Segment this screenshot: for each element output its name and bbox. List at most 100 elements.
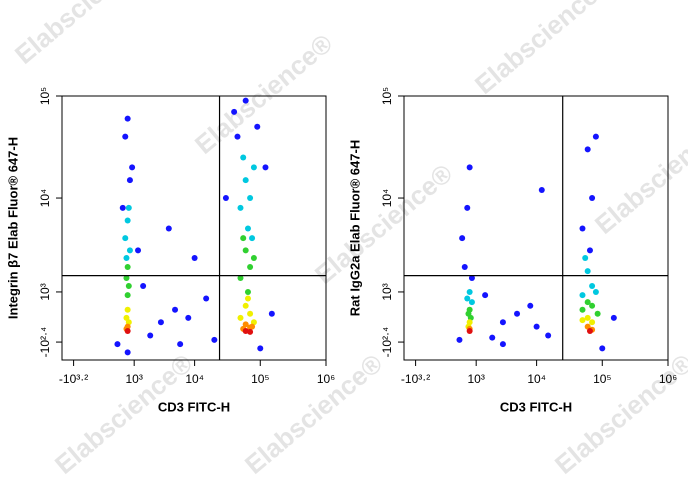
event-dot — [125, 204, 132, 211]
plot-frame — [403, 95, 669, 361]
event-dot — [172, 306, 179, 313]
y-tick-label: 10⁴ — [38, 189, 52, 208]
event-dot — [165, 225, 172, 232]
y-tick-label: 10⁵ — [38, 87, 52, 105]
y-tick-label: -10²·⁴ — [38, 327, 52, 358]
event-dot — [514, 310, 521, 317]
event-dot — [126, 247, 133, 254]
event-dot — [579, 225, 586, 232]
event-dot — [247, 328, 254, 335]
event-dot — [237, 275, 244, 282]
event-dot — [140, 282, 147, 289]
event-dot — [157, 319, 164, 326]
event-dot — [124, 292, 131, 299]
event-dot — [584, 268, 591, 275]
y-axis-label: Rat IgG2a Elab Fluor® 647-H — [347, 140, 362, 316]
watermark: Elabscience® — [589, 108, 688, 240]
event-dot — [250, 254, 257, 261]
event-dot — [177, 341, 184, 348]
event-dot — [262, 164, 269, 171]
event-dot — [185, 314, 192, 321]
event-dot — [249, 323, 256, 330]
event-dot — [244, 288, 251, 295]
event-dot — [584, 314, 591, 321]
event-dot — [594, 310, 601, 317]
event-dot — [249, 235, 256, 242]
event-dot — [599, 345, 606, 352]
watermark: Elabscience® — [189, 28, 338, 160]
event-dot — [468, 299, 475, 306]
event-dot — [254, 123, 261, 130]
event-dot — [257, 345, 264, 352]
event-dot — [242, 247, 249, 254]
event-dot — [592, 288, 599, 295]
y-axis-label: Integrin β7 Elab Fluor® 647-H — [5, 137, 20, 319]
event-dot — [114, 341, 121, 348]
x-tick-label: -10³·² — [59, 372, 88, 386]
y-tick-label: 10⁴ — [380, 189, 394, 208]
event-dot — [240, 235, 247, 242]
event-dot — [124, 217, 131, 224]
event-dot — [244, 225, 251, 232]
event-dot — [545, 332, 552, 339]
event-dot — [129, 164, 136, 171]
event-dot — [466, 288, 473, 295]
event-dot — [592, 133, 599, 140]
x-axis-label: CD3 FITC-H — [500, 399, 572, 414]
event-dot — [589, 319, 596, 326]
event-dot — [589, 195, 596, 202]
event-dot — [124, 115, 131, 122]
event-dot — [119, 204, 126, 211]
event-dot — [247, 310, 254, 317]
event-dot — [579, 292, 586, 299]
event-dot — [244, 295, 251, 302]
event-dot — [211, 336, 218, 343]
x-tick-label: 10³ — [126, 372, 143, 386]
event-dot — [147, 332, 154, 339]
event-dot — [589, 282, 596, 289]
event-dot — [268, 310, 275, 317]
y-tick-label: -10²·⁴ — [380, 327, 394, 358]
event-dot — [584, 323, 591, 330]
event-dot — [499, 341, 506, 348]
event-dot — [533, 323, 540, 330]
event-dot — [464, 295, 471, 302]
event-dot — [247, 264, 254, 271]
event-dot — [234, 133, 241, 140]
event-dot — [584, 146, 591, 153]
event-dot — [124, 349, 131, 356]
event-dot — [538, 186, 545, 193]
event-dot — [122, 133, 129, 140]
x-tick-label: 10⁵ — [593, 372, 611, 386]
event-dot — [123, 254, 130, 261]
event-dot — [124, 306, 131, 313]
event-dot — [135, 247, 142, 254]
watermark: Elabscience® — [309, 158, 458, 290]
event-dot — [247, 195, 254, 202]
event-dot — [586, 328, 593, 335]
event-dot — [466, 164, 473, 171]
x-tick-label: 10⁴ — [527, 372, 546, 386]
event-dot — [582, 254, 589, 261]
x-tick-label: -10³·² — [401, 372, 430, 386]
x-tick-label: 10⁶ — [317, 372, 335, 386]
watermark: Elabscience® — [9, 0, 158, 70]
event-dot — [203, 295, 210, 302]
x-axis-label: CD3 FITC-H — [158, 399, 230, 414]
event-dot — [242, 302, 249, 309]
y-tick-label: 10⁵ — [380, 87, 394, 105]
event-dot — [124, 328, 131, 335]
y-tick-label: 10³ — [38, 283, 52, 300]
event-dot — [122, 235, 129, 242]
event-dot — [464, 204, 471, 211]
event-dot — [123, 275, 130, 282]
x-tick-label: 10⁵ — [251, 372, 269, 386]
event-dot — [242, 177, 249, 184]
event-dot — [610, 314, 617, 321]
event-dot — [242, 321, 249, 328]
event-dot — [499, 319, 506, 326]
event-dot — [461, 264, 468, 271]
plot-frame — [61, 95, 327, 361]
event-dot — [191, 254, 198, 261]
